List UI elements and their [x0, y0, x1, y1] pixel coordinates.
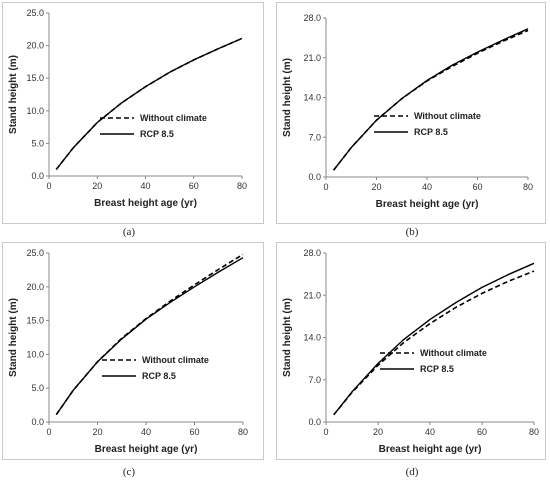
- y-axis-title: Stand height (m): [8, 55, 19, 134]
- x-tick-label: 0: [323, 427, 328, 437]
- y-tick-label: 0.0: [31, 171, 44, 181]
- chart-panel-c: 0.0 5.0 10.0 15.0 20.0 25.0 0 20 40 60 80 Breast he…: [8, 248, 248, 455]
- y-tick-label: 7.0: [308, 132, 321, 142]
- legend-label: Without climate: [414, 111, 481, 121]
- y-axis-title: Stand height (m): [282, 58, 293, 137]
- legend-label: RCP 8.5: [142, 371, 176, 381]
- x-tick-label: 60: [189, 181, 199, 191]
- series-line-without-climate: [333, 270, 535, 416]
- x-tick-label: 80: [529, 427, 539, 437]
- x-tick-label: 80: [238, 427, 248, 437]
- legend-label: RCP 8.5: [420, 364, 454, 374]
- x-tick-label: 20: [92, 181, 102, 191]
- series-line-rcp-8-5: [55, 37, 243, 170]
- x-tick-label: 20: [373, 427, 383, 437]
- panel-c-frame: [2, 242, 264, 460]
- x-tick-label: 0: [46, 427, 51, 437]
- y-tick-label: 20.0: [26, 282, 44, 292]
- series-line-rcp-8-5: [333, 28, 529, 171]
- y-tick-label: 0.0: [308, 417, 321, 427]
- y-tick-label: 14.0: [303, 93, 321, 103]
- chart-panel-a: 0.0 5.0 10.0 15.0 20.0 25.0 0 20 40 60 80 Breast he…: [8, 8, 247, 209]
- y-tick-label: 14.0: [303, 333, 321, 343]
- y-tick-label: 28.0: [303, 13, 321, 23]
- y-tick-label: 20.0: [26, 41, 44, 51]
- y-tick-label: 21.0: [303, 290, 321, 300]
- x-axis-title: Breast height age (yr): [94, 198, 197, 209]
- x-axis-title: Breast height age (yr): [379, 444, 482, 455]
- series-line-rcp-8-5: [55, 257, 244, 416]
- y-tick-label: 10.0: [26, 349, 44, 359]
- x-tick-label: 80: [523, 182, 533, 192]
- x-tick-label: 40: [425, 427, 435, 437]
- y-tick-label: 28.0: [303, 248, 321, 258]
- legend-label: Without climate: [140, 113, 207, 123]
- y-axis-title: Stand height (m): [282, 298, 293, 377]
- chart-panel-d: 0.0 7.0 14.0 21.0 28.0 0 20 40 60 80 Breast height…: [282, 248, 539, 455]
- series-line-rcp-8-5: [333, 262, 535, 416]
- chart-panel-b: 0.0 7.0 14.0 21.0 28.0 0 20 40 60 80 Breast height…: [282, 13, 533, 210]
- y-tick-label: 15.0: [26, 73, 44, 83]
- y-tick-label: 5.0: [31, 383, 44, 393]
- x-tick-label: 40: [422, 182, 432, 192]
- x-tick-label: 40: [141, 427, 151, 437]
- y-axis-title: Stand height (m): [8, 298, 19, 377]
- panel-caption-c: (c): [122, 466, 136, 478]
- y-tick-label: 21.0: [303, 53, 321, 63]
- y-tick-label: 5.0: [31, 138, 44, 148]
- panel-caption-b: (b): [405, 226, 419, 238]
- panel-caption-a: (a): [122, 226, 136, 238]
- y-tick-label: 7.0: [308, 375, 321, 385]
- x-axis-title: Breast height age (yr): [95, 444, 198, 455]
- y-tick-label: 10.0: [26, 106, 44, 116]
- y-tick-label: 15.0: [26, 316, 44, 326]
- x-tick-label: 40: [140, 181, 150, 191]
- x-tick-label: 60: [472, 182, 482, 192]
- x-tick-label: 80: [237, 181, 247, 191]
- y-tick-label: 25.0: [26, 248, 44, 258]
- legend-label: Without climate: [420, 348, 487, 358]
- x-tick-label: 0: [46, 181, 51, 191]
- series-line-without-climate: [332, 29, 529, 171]
- series-line-without-climate: [55, 37, 243, 170]
- legend-label: RCP 8.5: [414, 127, 448, 137]
- panel-a-frame: [2, 2, 264, 224]
- panel-b-frame: [276, 2, 546, 224]
- y-tick-label: 0.0: [308, 172, 321, 182]
- x-tick-label: 20: [92, 427, 102, 437]
- legend-label: Without climate: [142, 355, 209, 365]
- panel-caption-d: (d): [405, 466, 419, 478]
- x-tick-label: 0: [323, 182, 328, 192]
- x-tick-label: 20: [371, 182, 381, 192]
- legend-label: RCP 8.5: [140, 129, 174, 139]
- x-tick-label: 60: [189, 427, 199, 437]
- x-axis-title: Breast height age (yr): [376, 199, 479, 210]
- y-tick-label: 25.0: [26, 8, 44, 18]
- y-tick-label: 0.0: [31, 417, 44, 427]
- x-tick-label: 60: [477, 427, 487, 437]
- series-line-without-climate: [55, 253, 244, 416]
